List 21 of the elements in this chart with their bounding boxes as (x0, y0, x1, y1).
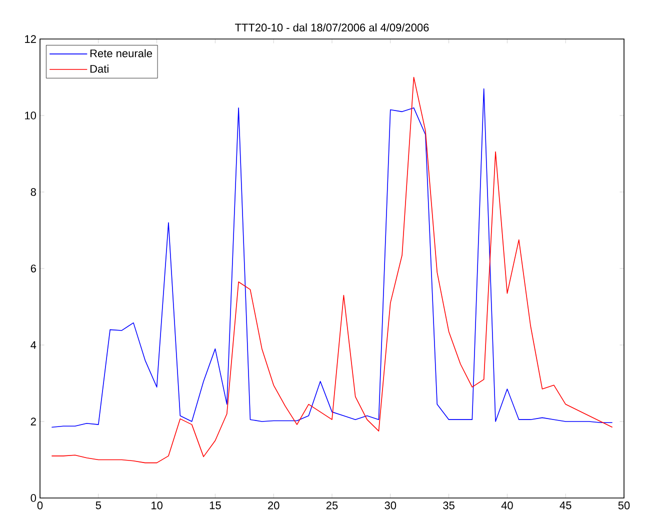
y-tick-label: 2 (30, 418, 36, 426)
x-tick-label: 10 (152, 502, 162, 510)
x-tick-label: 30 (384, 502, 396, 510)
legend-label: Dati (90, 64, 108, 73)
x-tick-label: 50 (618, 502, 630, 510)
chart-title: TTT20-10 - dal 18/07/2006 al 4/09/2006 (235, 23, 429, 32)
y-tick-label: 8 (30, 188, 36, 196)
y-tick-label: 12 (25, 35, 36, 43)
x-tick-label: 15 (210, 502, 221, 510)
x-tick-label: 25 (326, 502, 338, 510)
y-tick-label: 0 (30, 494, 36, 502)
x-tick-label: 40 (501, 502, 513, 510)
x-tick-label: 45 (560, 502, 572, 510)
x-tick-label: 0 (37, 502, 43, 510)
legend-label: Rete neurale (90, 49, 152, 58)
x-tick-label: 35 (443, 502, 454, 510)
y-tick-label: 4 (30, 341, 36, 349)
y-tick-label: 6 (30, 264, 36, 272)
x-tick-label: 5 (96, 502, 101, 510)
y-tick-label: 10 (25, 112, 36, 120)
x-tick-label: 20 (268, 502, 280, 510)
